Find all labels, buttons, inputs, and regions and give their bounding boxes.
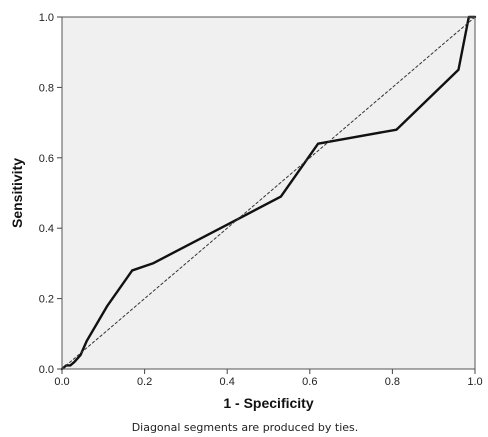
x-axis-title: 1 - Specificity [223, 395, 313, 411]
y-axis-title: Sensitivity [9, 158, 25, 228]
x-tick-label: 0.4 [220, 376, 235, 388]
x-tick-label: 0.2 [137, 376, 152, 388]
footnote: Diagonal segments are produced by ties. [132, 421, 359, 434]
x-axis: 0.0 0.2 0.4 0.6 0.8 1.0 [54, 369, 483, 388]
y-tick-label: 0.6 [39, 153, 54, 165]
y-tick-label: 0.0 [39, 364, 54, 376]
roc-curve-line [60, 15, 477, 371]
series-layer [60, 15, 477, 371]
y-tick-label: 0.2 [39, 294, 54, 306]
x-tick-label: 1.0 [467, 376, 482, 388]
plot-frame [61, 16, 476, 370]
x-tick-label: 0.6 [302, 376, 317, 388]
x-tick-label: 0.8 [385, 376, 400, 388]
reference-diagonal-line [61, 16, 476, 370]
y-tick-label: 0.8 [39, 82, 54, 94]
x-tick-label: 0.0 [54, 376, 69, 388]
y-tick-label: 1.0 [39, 12, 54, 24]
y-axis: 0.0 0.2 0.4 0.6 0.8 1.0 [39, 12, 62, 376]
y-tick-label: 0.4 [39, 223, 54, 235]
